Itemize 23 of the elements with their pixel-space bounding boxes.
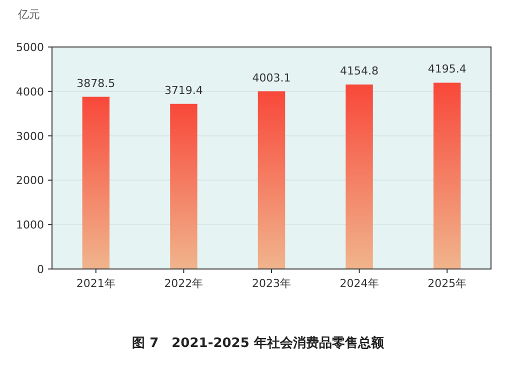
bar xyxy=(433,82,461,269)
data-label: 4003.1 xyxy=(252,71,291,84)
x-tick-label: 2021年 xyxy=(76,277,116,290)
data-label: 4154.8 xyxy=(340,64,379,78)
y-tick-label: 0 xyxy=(37,263,44,276)
y-tick-label: 3000 xyxy=(16,130,44,143)
y-tick-label: 4000 xyxy=(16,85,44,98)
x-tick-label: 2025年 xyxy=(428,277,467,290)
x-tick-label: 2024年 xyxy=(340,277,379,290)
data-label: 3719.4 xyxy=(164,84,203,97)
x-tick-label: 2023年 xyxy=(252,277,291,290)
data-label: 4195.4 xyxy=(428,62,466,76)
y-tick-label: 2000 xyxy=(16,174,44,188)
data-label: 3878.5 xyxy=(76,76,116,90)
bar xyxy=(258,91,286,269)
y-axis-title: 亿元 xyxy=(17,8,40,21)
bar xyxy=(346,84,373,269)
y-tick-label: 1000 xyxy=(16,218,44,232)
bar xyxy=(82,96,110,269)
bar xyxy=(170,104,198,269)
text: 图 7 2021-2025 年社会消费品零售总额 xyxy=(132,335,385,351)
y-tick-label: 5000 xyxy=(16,41,44,54)
x-tick-label: 2022年 xyxy=(164,277,204,290)
